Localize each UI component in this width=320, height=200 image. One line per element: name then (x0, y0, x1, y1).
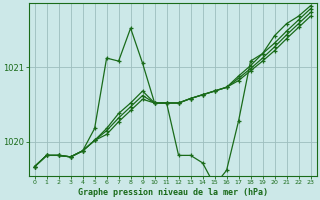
X-axis label: Graphe pression niveau de la mer (hPa): Graphe pression niveau de la mer (hPa) (77, 188, 268, 197)
